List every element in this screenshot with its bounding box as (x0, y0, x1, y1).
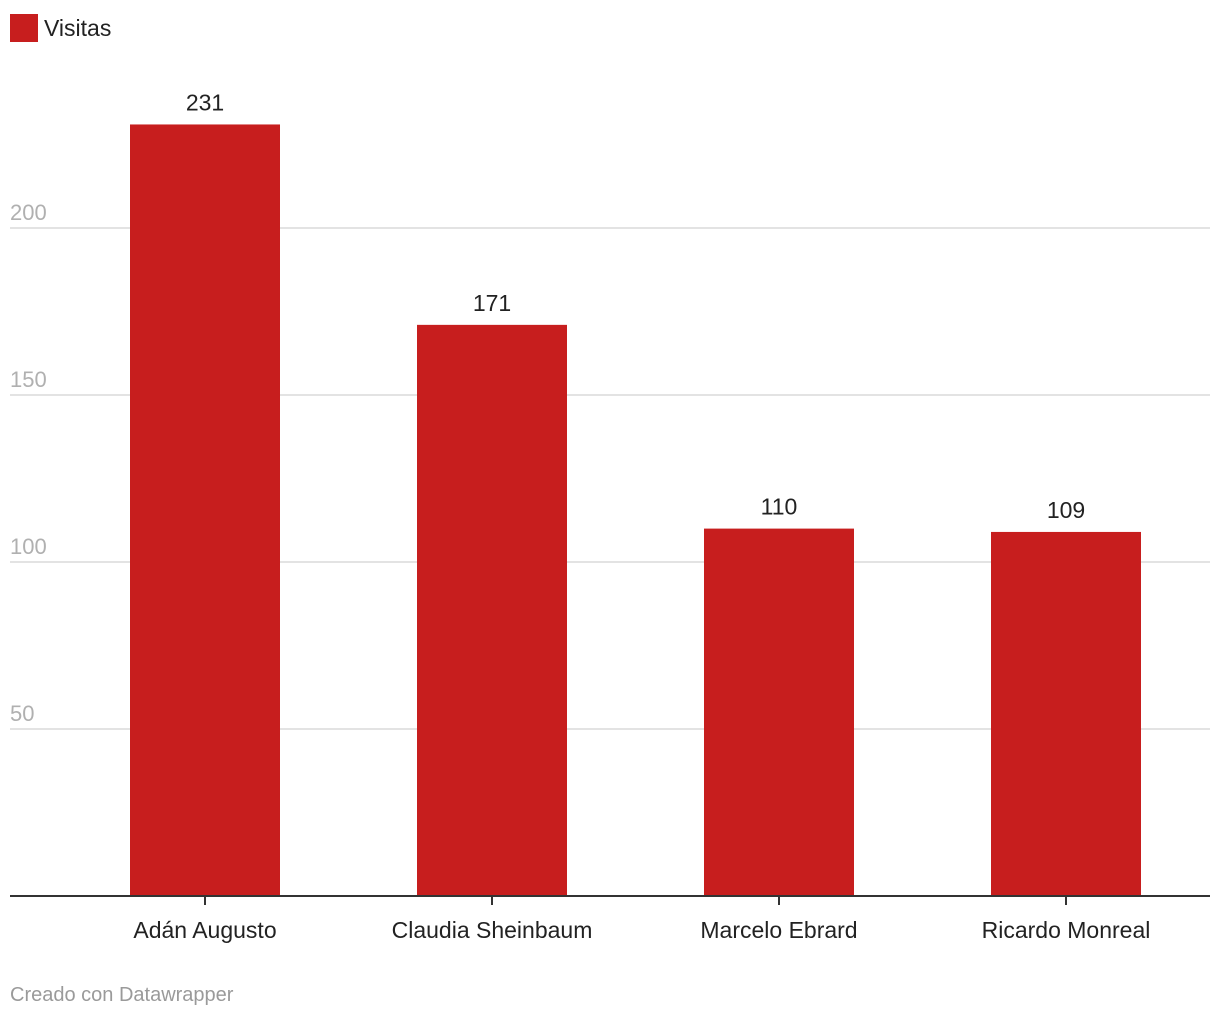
credit-text[interactable]: Creado con Datawrapper (10, 984, 234, 1006)
x-tick-label: Ricardo Monreal (982, 917, 1151, 943)
data-label: 231 (186, 89, 224, 115)
bar[interactable] (991, 531, 1141, 896)
legend: Visitas (10, 14, 111, 42)
bar[interactable] (417, 324, 567, 896)
bar[interactable] (130, 124, 280, 896)
y-tick-label: 100 (10, 534, 47, 559)
x-tick-label: Adán Augusto (133, 917, 276, 943)
y-tick-label: 200 (10, 200, 47, 225)
legend-label: Visitas (44, 15, 112, 41)
bar[interactable] (704, 528, 854, 896)
x-tick-label: Claudia Sheinbaum (392, 917, 593, 943)
y-tick-label: 150 (10, 367, 47, 392)
data-label: 109 (1047, 497, 1085, 523)
legend-swatch (10, 14, 38, 42)
data-label: 110 (761, 494, 798, 520)
data-label: 171 (473, 290, 511, 316)
y-tick-label: 50 (10, 701, 34, 726)
x-tick-label: Marcelo Ebrard (700, 917, 857, 943)
